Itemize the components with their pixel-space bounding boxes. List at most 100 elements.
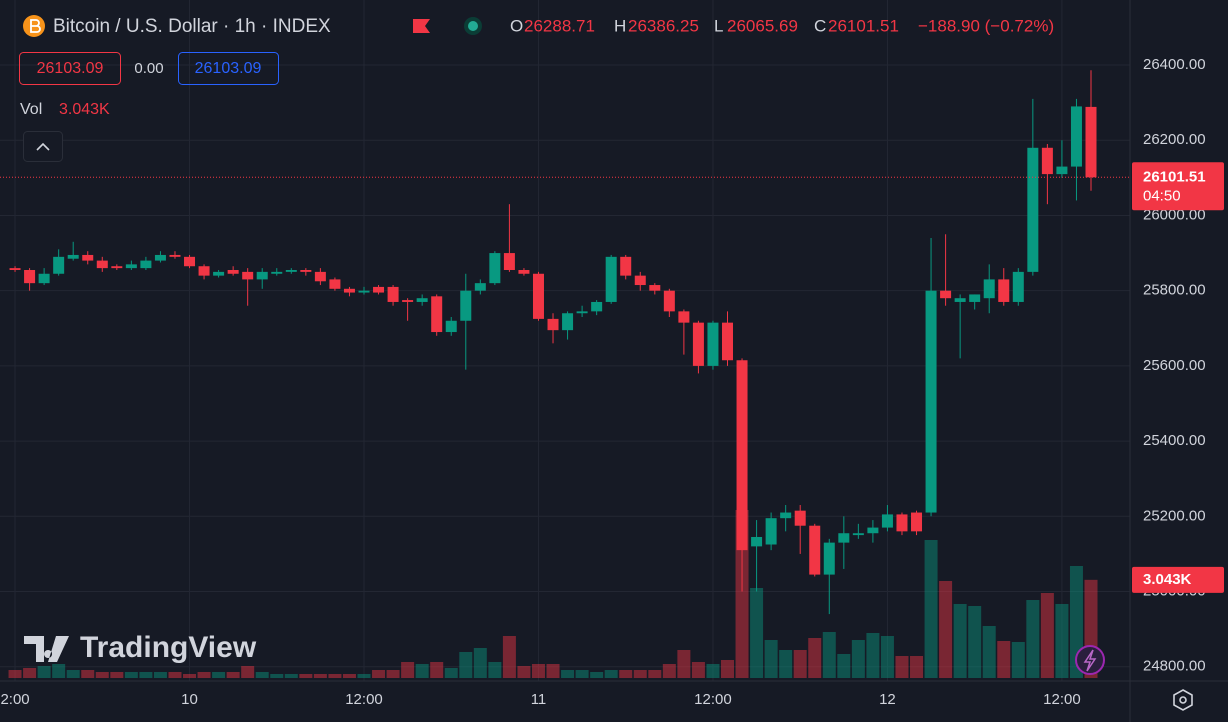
last-price-label: 26101.51 (1143, 168, 1206, 185)
volume-bar (372, 670, 386, 678)
candle-body (969, 294, 981, 302)
price-pane (0, 70, 1130, 615)
lightning-icon (1083, 649, 1097, 672)
volume-bar (255, 672, 269, 678)
volume-bar (328, 674, 342, 678)
price-axis: 24800.0025000.0025200.0025400.0025600.00… (1132, 56, 1224, 675)
volume-bar (124, 672, 138, 678)
volume-bar (546, 664, 560, 678)
candle-body (53, 256, 65, 274)
candle-body (1012, 271, 1024, 302)
ohlc-label: H (614, 16, 626, 35)
volume-bar (677, 650, 691, 678)
buy-button[interactable] (178, 52, 279, 85)
candle-body (591, 301, 603, 312)
ohlc-value: 26101.51 (828, 16, 899, 35)
volume-bar (415, 664, 429, 678)
buy-price: 26103.09 (195, 60, 262, 77)
collapse-button[interactable] (23, 131, 63, 162)
volume-bar (691, 662, 705, 678)
candle-body (707, 322, 719, 366)
candle-body (242, 271, 254, 280)
candle-body (911, 512, 923, 532)
y-tick-label: 24800.00 (1143, 658, 1206, 675)
volume-bar (880, 636, 894, 678)
volume-bar (488, 662, 502, 678)
candle-body (678, 311, 690, 323)
volume-bar (110, 672, 124, 678)
volume-bar (95, 672, 109, 678)
time-axis: 2:00 10 12:00 11 12:00 12 12:00 (0, 691, 1080, 708)
candle-body (154, 254, 166, 261)
volume-bar (968, 606, 982, 678)
volume-bar (153, 672, 167, 678)
candle-body (460, 290, 472, 321)
candle-body (38, 273, 50, 284)
candle-body (1085, 106, 1097, 178)
candle-body (518, 269, 530, 274)
volume-bar (604, 670, 618, 678)
y-tick-label: 25800.00 (1143, 282, 1206, 299)
candle-body (227, 269, 239, 274)
candle-body (82, 254, 94, 261)
volume-bar (386, 670, 400, 678)
volume-bar (183, 674, 197, 678)
volume-bar (270, 674, 284, 678)
candle-body (1041, 147, 1053, 175)
candle-body (445, 320, 457, 333)
candle-body (983, 279, 995, 299)
volume-bar (284, 674, 298, 678)
market-status-dot (468, 21, 478, 31)
candle-body (940, 290, 952, 299)
volume-bar (313, 674, 327, 678)
volume-bar (866, 633, 880, 678)
candle-body (489, 253, 501, 284)
candle-body (24, 269, 36, 284)
ohlc-label: C (814, 16, 826, 35)
volume-tag-label: 3.043K (1143, 571, 1192, 588)
volume-bar (37, 666, 51, 678)
lightning-button[interactable] (1075, 645, 1105, 675)
candle-body (881, 514, 893, 528)
candle-body (402, 300, 414, 302)
x-tick-label: 12:00 (345, 691, 383, 708)
sell-price: 26103.09 (37, 60, 104, 77)
candle-body (634, 275, 646, 286)
candle-body (765, 518, 777, 545)
candle-body (213, 271, 225, 276)
volume-bar (575, 670, 589, 678)
volume-bar (910, 656, 924, 678)
volume-bar (430, 662, 444, 678)
candle-body (751, 536, 763, 547)
chevron-up (36, 142, 50, 151)
spread: 0.00 (134, 60, 163, 77)
volume-bar (52, 664, 66, 678)
volume-bar (706, 664, 720, 678)
candle-body (125, 264, 137, 269)
candle-body (532, 273, 544, 319)
sell-button[interactable] (19, 52, 121, 85)
settings-button[interactable] (1173, 689, 1193, 711)
volume-bar (764, 640, 778, 678)
symbol-title[interactable]: Bitcoin / U.S. Dollar · 1h · INDEX (53, 16, 331, 37)
candle-body (96, 260, 108, 269)
ohlc-label: L (714, 16, 723, 35)
volume-bar (8, 670, 22, 678)
volume-bar (779, 650, 793, 678)
candle-body (111, 266, 123, 269)
volume-bar (1011, 642, 1025, 678)
candle-body (184, 256, 196, 267)
candle-body (1027, 147, 1039, 272)
candle-body (300, 269, 312, 272)
y-tick-label: 26200.00 (1143, 131, 1206, 148)
candle-body (169, 254, 181, 257)
volume-bar (619, 670, 633, 678)
volume-bar (299, 674, 313, 678)
flag-icon[interactable] (413, 19, 430, 33)
volume-bar (837, 654, 851, 678)
volume-bar (212, 672, 226, 678)
y-tick-label: 25400.00 (1143, 432, 1206, 449)
volume-bar (226, 672, 240, 678)
